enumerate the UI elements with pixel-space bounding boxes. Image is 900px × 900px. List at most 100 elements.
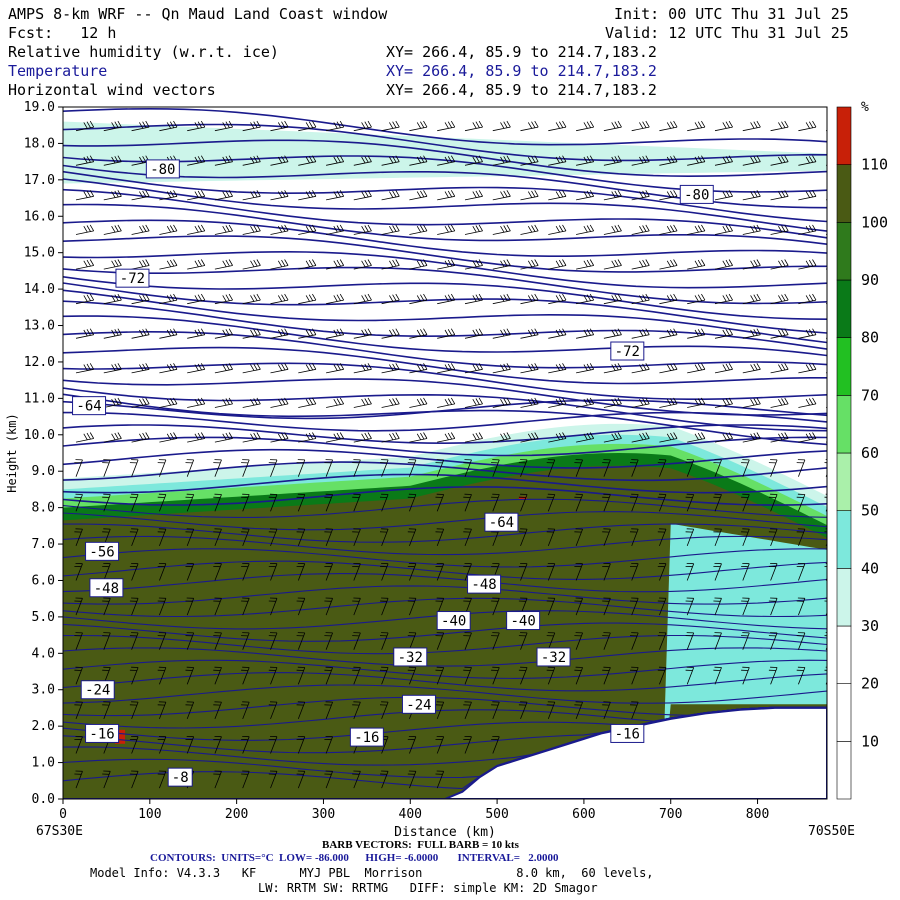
wind-barb xyxy=(74,493,83,512)
contour-label: -32 xyxy=(541,650,566,666)
wind-barb xyxy=(241,666,250,685)
wind-barb xyxy=(631,120,650,132)
wind-barb xyxy=(685,493,695,512)
contour-label-box xyxy=(85,723,120,743)
wind-barb xyxy=(74,563,83,581)
y-tick-label: 17.0 xyxy=(24,173,55,188)
wind-barb xyxy=(214,259,233,270)
wind-barb xyxy=(407,459,417,477)
wind-barb xyxy=(437,293,456,305)
temperature-contour xyxy=(63,393,827,446)
wind-barb xyxy=(241,701,250,720)
temperature-contour xyxy=(63,289,827,344)
wind-barb xyxy=(268,736,278,754)
wind-barb xyxy=(520,432,539,443)
wind-barb xyxy=(576,363,595,374)
wind-barb xyxy=(129,736,139,754)
wind-barb xyxy=(659,259,678,270)
wind-barb xyxy=(546,666,556,685)
contour-label: -64 xyxy=(489,515,514,531)
wind-barb xyxy=(185,597,195,616)
wind-barb xyxy=(270,224,289,235)
wind-barb xyxy=(379,563,389,581)
wind-barb xyxy=(296,666,306,685)
wind-barb xyxy=(270,397,289,408)
field-xy-temperature: XY= 266.4, 85.9 to 214.7,183.2 xyxy=(386,62,657,80)
wind-barb xyxy=(548,155,567,166)
wind-barb xyxy=(631,259,650,270)
wind-barb xyxy=(381,120,400,132)
wind-barb xyxy=(185,528,195,547)
x-tick-label: 700 xyxy=(659,807,682,822)
wind-barb xyxy=(353,363,372,374)
wind-barb xyxy=(659,293,678,305)
wind-barb xyxy=(491,493,500,512)
wind-barb xyxy=(213,770,222,789)
wind-barb xyxy=(629,459,639,477)
wind-barb xyxy=(602,493,611,512)
wind-barb xyxy=(326,328,345,339)
wind-barb xyxy=(157,736,167,754)
y-tick-label: 8.0 xyxy=(32,501,55,516)
wind-barb xyxy=(187,432,206,443)
wind-barb xyxy=(352,770,361,789)
wind-barb xyxy=(129,632,139,650)
wind-barb xyxy=(324,459,333,477)
wind-barb xyxy=(437,328,456,339)
wind-barb xyxy=(407,528,417,547)
x-tick-label: 400 xyxy=(399,807,422,822)
wind-barb xyxy=(187,155,206,166)
wind-barb xyxy=(75,224,95,235)
contour-label: -8 xyxy=(172,770,189,786)
wind-barb xyxy=(157,493,167,512)
wind-barb xyxy=(270,120,289,132)
wind-barb xyxy=(381,328,400,339)
wind-barb xyxy=(102,597,111,616)
wind-barb xyxy=(159,120,178,132)
wind-barb xyxy=(379,493,389,512)
wind-barb xyxy=(326,259,345,270)
wind-barb xyxy=(464,224,483,235)
temperature-contour xyxy=(63,170,827,223)
wind-barb xyxy=(185,459,195,477)
wind-barb xyxy=(103,259,122,270)
wind-barb xyxy=(464,293,483,305)
wind-barb xyxy=(796,493,806,512)
wind-barb xyxy=(629,597,639,616)
wind-barb xyxy=(574,493,583,512)
field-xy-wind: XY= 266.4, 85.9 to 214.7,183.2 xyxy=(386,81,657,99)
temperature-contour xyxy=(63,387,827,432)
wind-barb xyxy=(796,528,806,547)
temperature-contour xyxy=(63,346,827,385)
colorbar-segment xyxy=(836,164,852,223)
wind-barb xyxy=(713,459,722,477)
wind-barb xyxy=(546,493,556,512)
wind-barb xyxy=(520,224,539,235)
wind-barb xyxy=(798,155,817,166)
temperature-contour xyxy=(63,266,827,305)
axes: 0.0 1.0 2.0 3.0 4.0 5.0 6.0 7.0 8.0 9.0 10.0 11.0 12… xyxy=(24,100,770,822)
wind-barb xyxy=(659,397,678,408)
wind-barb xyxy=(268,563,278,581)
temperature-contour xyxy=(63,411,827,432)
wind-barb xyxy=(407,632,417,650)
wind-barb xyxy=(602,563,611,581)
wind-barb xyxy=(685,563,695,581)
wind-barb xyxy=(770,259,789,270)
wind-barb xyxy=(492,293,511,305)
wind-barb xyxy=(242,155,261,166)
wind-barb xyxy=(213,493,222,512)
wind-barb xyxy=(214,397,233,408)
wind-barb xyxy=(520,397,539,408)
wind-barb xyxy=(214,432,233,443)
wind-barb xyxy=(268,632,278,650)
wind-barb xyxy=(742,259,761,270)
wind-barb xyxy=(409,259,428,270)
wind-barb xyxy=(687,363,706,374)
temperature-contour xyxy=(63,235,827,273)
wind-barb xyxy=(324,770,333,789)
contour-label-box xyxy=(89,578,124,598)
colorbar-label: 70 xyxy=(861,386,879,404)
temperature-contour xyxy=(63,473,827,494)
wind-barb xyxy=(770,293,789,305)
